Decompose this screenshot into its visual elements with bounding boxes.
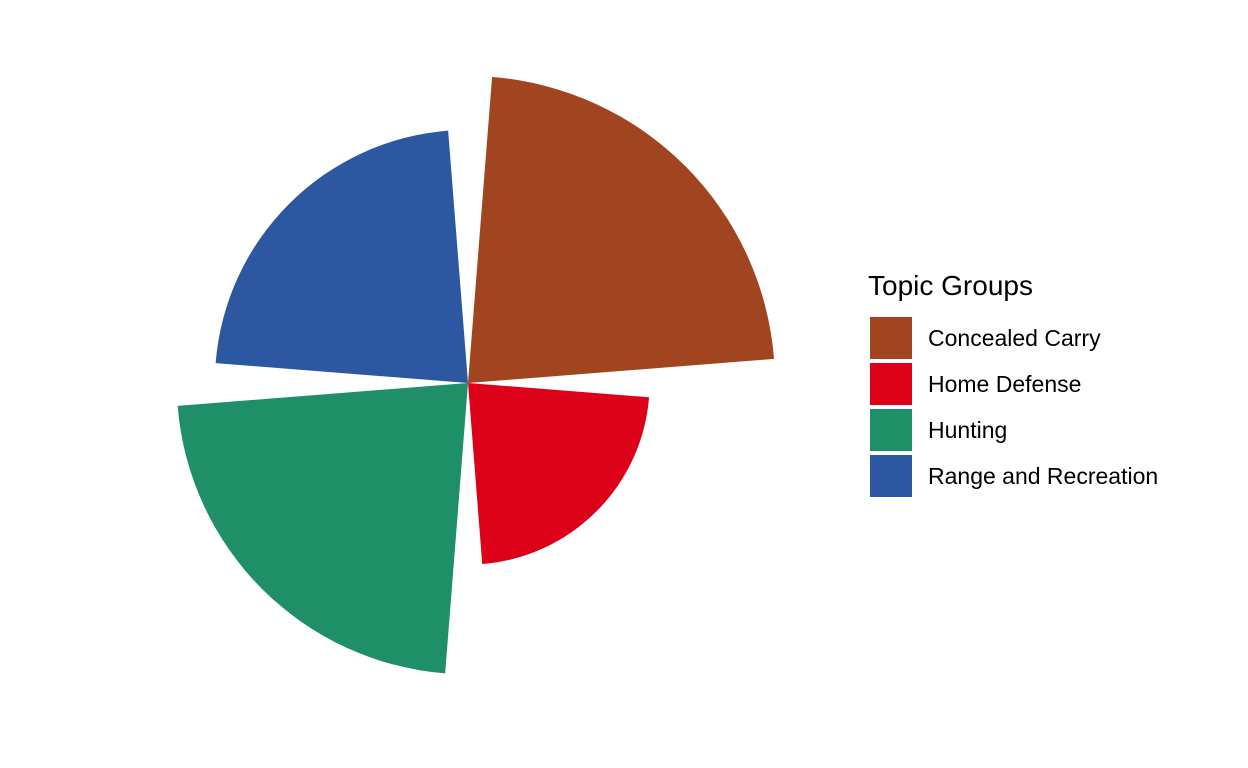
legend-label-hunting: Hunting — [928, 416, 1008, 443]
legend-label-home-defense: Home Defense — [928, 370, 1082, 397]
wedge-range-and-recreation — [215, 130, 468, 383]
legend-swatch-home-defense — [870, 363, 912, 405]
legend-item-home-defense: Home Defense — [868, 361, 1158, 407]
legend-swatch-hunting — [870, 409, 912, 451]
legend-title: Topic Groups — [868, 270, 1033, 301]
legend-swatch-range-and-recreation — [870, 455, 912, 497]
legend-item-range-and-recreation: Range and Recreation — [868, 453, 1158, 499]
legend-item-concealed-carry: Concealed Carry — [868, 315, 1158, 361]
legend-label-concealed-carry: Concealed Carry — [928, 324, 1101, 351]
legend: Topic Groups Concealed Carry Home Defens… — [868, 268, 1158, 499]
legend-label-range-and-recreation: Range and Recreation — [928, 462, 1159, 489]
wedge-concealed-carry — [468, 76, 775, 383]
legend-swatch-concealed-carry — [870, 317, 912, 359]
legend-item-hunting: Hunting — [868, 407, 1158, 453]
wedge-home-defense — [468, 383, 650, 565]
wedge-hunting — [177, 383, 468, 674]
